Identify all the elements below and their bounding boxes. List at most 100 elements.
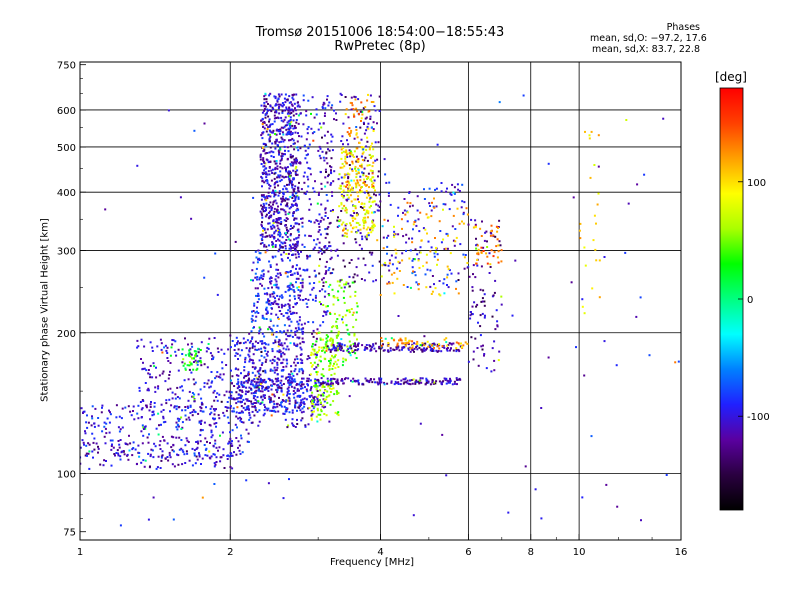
data-point [281,111,284,114]
data-point [347,189,350,192]
data-point [330,377,333,380]
data-point [314,353,317,356]
data-point [433,283,435,286]
data-point [326,227,329,230]
data-point [256,386,259,389]
data-point [443,377,446,380]
data-point [237,340,239,343]
data-point [85,452,88,455]
data-point [404,337,407,340]
data-point [223,467,226,469]
data-point [359,232,362,235]
data-point [427,345,430,348]
data-point [261,278,264,280]
data-point [321,278,324,281]
data-point [380,275,383,278]
data-point [291,186,294,189]
data-point [324,236,327,239]
data-point [495,245,498,248]
data-point [387,343,390,346]
data-point [283,405,286,408]
data-point [305,388,308,391]
data-point [214,439,217,442]
data-point [355,169,357,172]
data-point [166,456,169,458]
data-point [333,170,336,173]
data-point [456,183,459,186]
data-point [323,245,326,248]
data-point [296,169,299,172]
data-point [454,228,457,230]
data-point [283,118,286,121]
data-point [177,406,180,409]
data-point [352,276,355,279]
data-point [280,369,283,372]
data-point [433,197,435,200]
data-point [199,406,202,409]
data-point [415,346,418,349]
data-point [306,306,309,308]
data-point [147,387,150,390]
data-point [419,246,422,249]
data-point [438,347,441,350]
data-point [416,345,419,348]
data-point [290,320,293,323]
data-point [363,209,366,211]
data-point [326,390,329,393]
data-point [302,299,305,301]
data-point [279,386,282,389]
data-point [329,384,332,387]
data-point [445,382,448,385]
data-point [376,122,378,125]
data-point [274,245,277,248]
data-point [409,202,412,205]
phase-stats-x: mean, sd,X: 83.7, 22.8 [591,44,700,55]
data-point [648,354,651,357]
data-point [242,384,245,387]
data-point [497,227,499,229]
data-point [449,192,452,195]
data-point [392,348,395,351]
data-point [331,367,334,370]
data-point [267,195,270,197]
data-point [415,281,418,284]
data-point [329,363,332,366]
data-point [435,349,438,352]
data-point [301,286,304,289]
data-point [356,305,359,308]
data-point [265,386,268,389]
data-point [285,333,288,336]
data-point [350,102,353,105]
data-point [289,228,292,230]
data-point [255,389,258,392]
data-point [271,302,274,305]
data-point [273,410,275,413]
data-point [149,465,151,468]
data-point [231,440,233,443]
data-point [319,413,322,416]
data-point [425,253,428,256]
data-point [181,389,184,392]
data-point [419,377,422,380]
data-point [269,195,272,198]
data-point [353,212,356,214]
data-point [335,380,338,383]
data-point [496,238,499,241]
data-point [291,161,294,164]
data-point [312,353,315,356]
data-point [174,397,177,400]
data-point [471,289,474,292]
data-point [118,430,121,433]
data-point [289,233,292,236]
data-point [223,352,226,355]
data-point [246,408,249,411]
data-point [274,95,277,98]
data-point [221,361,224,364]
data-point [340,148,343,151]
data-point [294,126,297,129]
data-point [233,451,235,454]
data-point [289,383,292,386]
data-point [198,453,201,456]
data-point [371,251,374,254]
data-point [271,380,274,383]
